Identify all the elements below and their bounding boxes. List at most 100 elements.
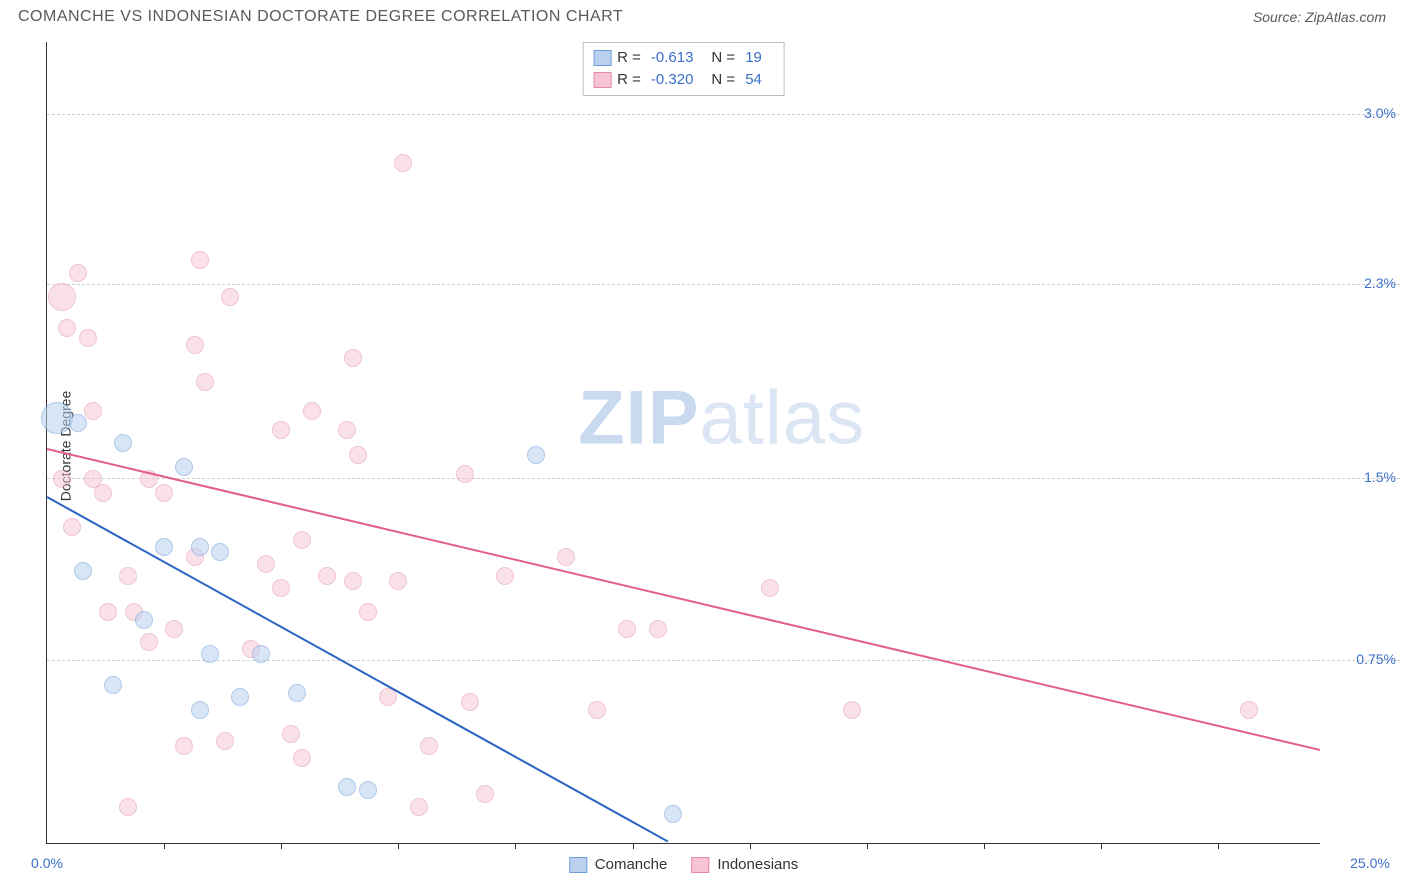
y-tick-label: 2.3% (1364, 275, 1396, 291)
scatter-point-indonesian (344, 349, 362, 367)
scatter-point-comanche (41, 402, 73, 434)
x-tick (867, 843, 868, 849)
x-tick (984, 843, 985, 849)
scatter-point-comanche (191, 701, 209, 719)
legend-label: Comanche (595, 856, 668, 873)
x-tick (515, 843, 516, 849)
scatter-point-indonesian (165, 620, 183, 638)
scatter-point-comanche (201, 645, 219, 663)
scatter-point-indonesian (293, 749, 311, 767)
scatter-point-indonesian (649, 620, 667, 638)
legend-r-label: R = (617, 47, 641, 69)
legend-swatch (691, 857, 709, 873)
chart-header: COMANCHE VS INDONESIAN DOCTORATE DEGREE … (0, 0, 1406, 30)
x-tick (398, 843, 399, 849)
scatter-point-indonesian (155, 484, 173, 502)
scatter-point-comanche (211, 543, 229, 561)
legend-row: R =-0.320N =54 (593, 69, 774, 91)
scatter-point-indonesian (843, 701, 861, 719)
y-tick-label: 0.75% (1356, 651, 1396, 667)
scatter-point-indonesian (94, 484, 112, 502)
scatter-point-indonesian (496, 567, 514, 585)
scatter-point-indonesian (186, 336, 204, 354)
x-tick (750, 843, 751, 849)
scatter-point-indonesian (461, 693, 479, 711)
scatter-point-comanche (338, 778, 356, 796)
scatter-point-indonesian (761, 579, 779, 597)
scatter-point-indonesian (63, 518, 81, 536)
scatter-point-comanche (74, 562, 92, 580)
scatter-point-indonesian (588, 701, 606, 719)
legend-series: Comanche Indonesians (569, 856, 798, 873)
scatter-point-indonesian (389, 572, 407, 590)
scatter-point-indonesian (53, 470, 71, 488)
legend-swatch (569, 857, 587, 873)
x-tick-label: 25.0% (1350, 855, 1390, 871)
legend-row: R =-0.613N =19 (593, 47, 774, 69)
scatter-point-indonesian (196, 373, 214, 391)
x-tick-label: 0.0% (31, 855, 63, 871)
scatter-point-comanche (664, 805, 682, 823)
legend-n-value: 19 (745, 47, 762, 69)
legend-swatch (593, 72, 611, 88)
scatter-point-indonesian (119, 798, 137, 816)
y-tick-label: 3.0% (1364, 105, 1396, 121)
scatter-point-indonesian (48, 283, 76, 311)
x-tick (164, 843, 165, 849)
scatter-point-indonesian (175, 737, 193, 755)
y-tick-label: 1.5% (1364, 469, 1396, 485)
scatter-point-indonesian (420, 737, 438, 755)
x-tick (633, 843, 634, 849)
scatter-point-comanche (527, 446, 545, 464)
grid-line (47, 284, 1400, 285)
chart-source: Source: ZipAtlas.com (1253, 9, 1386, 25)
scatter-point-indonesian (344, 572, 362, 590)
scatter-point-indonesian (58, 319, 76, 337)
scatter-point-comanche (191, 538, 209, 556)
legend-item-indonesian: Indonesians (691, 856, 798, 873)
scatter-point-indonesian (221, 288, 239, 306)
scatter-point-comanche (288, 684, 306, 702)
legend-n-label: N = (711, 47, 735, 69)
scatter-point-indonesian (618, 620, 636, 638)
scatter-point-comanche (155, 538, 173, 556)
scatter-point-comanche (114, 434, 132, 452)
legend-item-comanche: Comanche (569, 856, 668, 873)
grid-line (47, 114, 1400, 115)
scatter-point-indonesian (84, 402, 102, 420)
scatter-point-indonesian (359, 603, 377, 621)
scatter-point-indonesian (303, 402, 321, 420)
scatter-point-indonesian (394, 154, 412, 172)
scatter-point-indonesian (272, 579, 290, 597)
scatter-point-indonesian (191, 251, 209, 269)
scatter-point-indonesian (338, 421, 356, 439)
x-tick (1101, 843, 1102, 849)
scatter-point-indonesian (79, 329, 97, 347)
scatter-point-indonesian (349, 446, 367, 464)
scatter-point-indonesian (293, 531, 311, 549)
grid-line (47, 660, 1400, 661)
scatter-point-comanche (135, 611, 153, 629)
legend-label: Indonesians (717, 856, 798, 873)
legend-n-label: N = (711, 69, 735, 91)
scatter-point-indonesian (410, 798, 428, 816)
scatter-point-indonesian (272, 421, 290, 439)
x-tick (1218, 843, 1219, 849)
legend-swatch (593, 50, 611, 66)
scatter-point-comanche (252, 645, 270, 663)
scatter-point-indonesian (456, 465, 474, 483)
scatter-point-comanche (175, 458, 193, 476)
scatter-point-indonesian (282, 725, 300, 743)
scatter-point-indonesian (1240, 701, 1258, 719)
watermark: ZIPatlas (578, 375, 865, 462)
scatter-point-indonesian (99, 603, 117, 621)
x-tick (281, 843, 282, 849)
scatter-point-indonesian (140, 633, 158, 651)
scatter-point-indonesian (257, 555, 275, 573)
trend-line-comanche (47, 496, 669, 842)
legend-r-label: R = (617, 69, 641, 91)
grid-line (47, 478, 1400, 479)
scatter-point-comanche (359, 781, 377, 799)
scatter-point-indonesian (557, 548, 575, 566)
scatter-point-indonesian (69, 264, 87, 282)
